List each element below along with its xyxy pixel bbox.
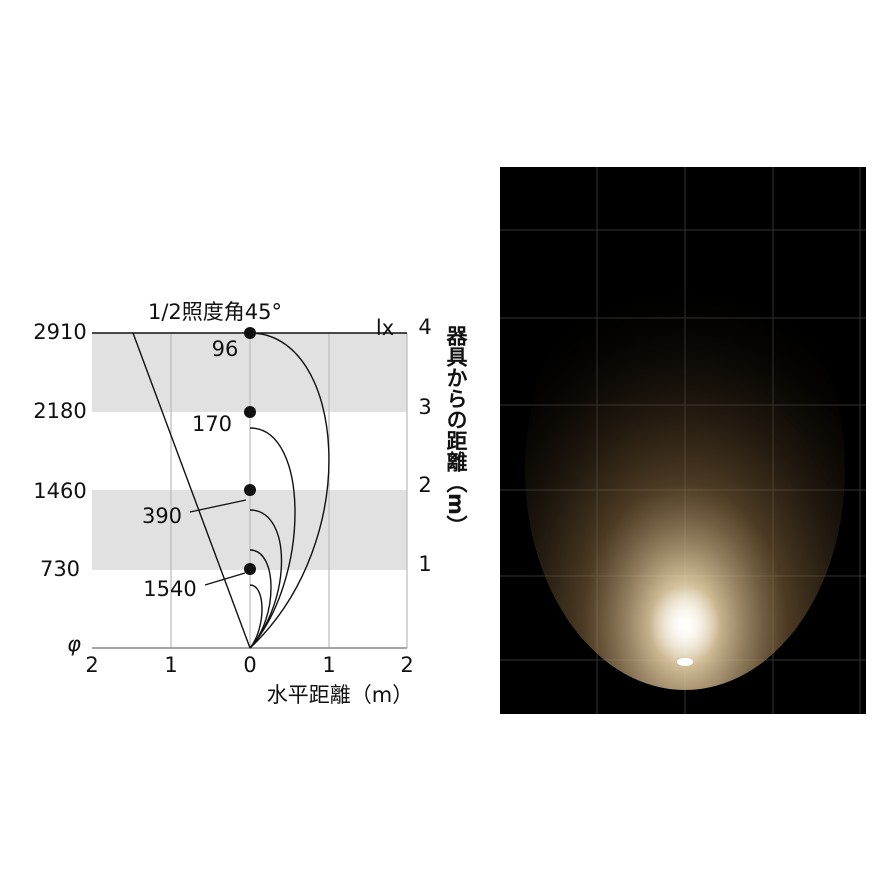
point <box>244 406 256 418</box>
y-tick-label: 3 <box>418 395 431 419</box>
x-tick-label: 1 <box>164 653 177 677</box>
x-tick-label: 1 <box>322 653 335 677</box>
curve <box>249 584 263 649</box>
title: 1/2照度角45° <box>148 300 282 324</box>
curve <box>249 332 330 649</box>
light-photo <box>500 167 866 714</box>
distribution-diagram: 1/2照度角45° lx 2910 2180 1460 730 φ 2 1 0 … <box>33 300 468 707</box>
curve <box>249 427 296 649</box>
x-axis-label: 水平距離（m） <box>267 683 413 707</box>
point <box>244 327 256 339</box>
y-tick-label: 2 <box>418 473 431 497</box>
point <box>244 484 256 496</box>
point <box>244 563 256 575</box>
y-tick-label: 4 <box>418 315 431 339</box>
leader-line <box>189 499 247 513</box>
beam-angle-line <box>132 332 251 649</box>
illuminance-label: 2180 <box>33 399 86 423</box>
light-glow <box>525 250 845 690</box>
point-label: 170 <box>192 412 232 436</box>
illuminance-label: 730 <box>40 557 80 581</box>
point-label: 1540 <box>143 577 196 601</box>
x-tick-label: 0 <box>243 653 256 677</box>
light-source <box>677 658 693 666</box>
leader-line <box>204 572 246 586</box>
illuminance-label: 1460 <box>33 479 86 503</box>
curve <box>249 509 283 649</box>
point-label: 390 <box>142 504 182 528</box>
illuminance-label: 2910 <box>33 320 86 344</box>
origin-label: φ <box>67 632 81 656</box>
point-label: 96 <box>212 337 239 361</box>
curve <box>249 549 272 649</box>
x-tick-label: 2 <box>85 653 98 677</box>
y-tick-label: 1 <box>418 552 431 576</box>
unit: lx <box>376 316 394 340</box>
x-tick-label: 2 <box>400 653 413 677</box>
light-core <box>650 585 720 665</box>
y-axis-label: 器具からの距離（m） <box>444 325 469 536</box>
